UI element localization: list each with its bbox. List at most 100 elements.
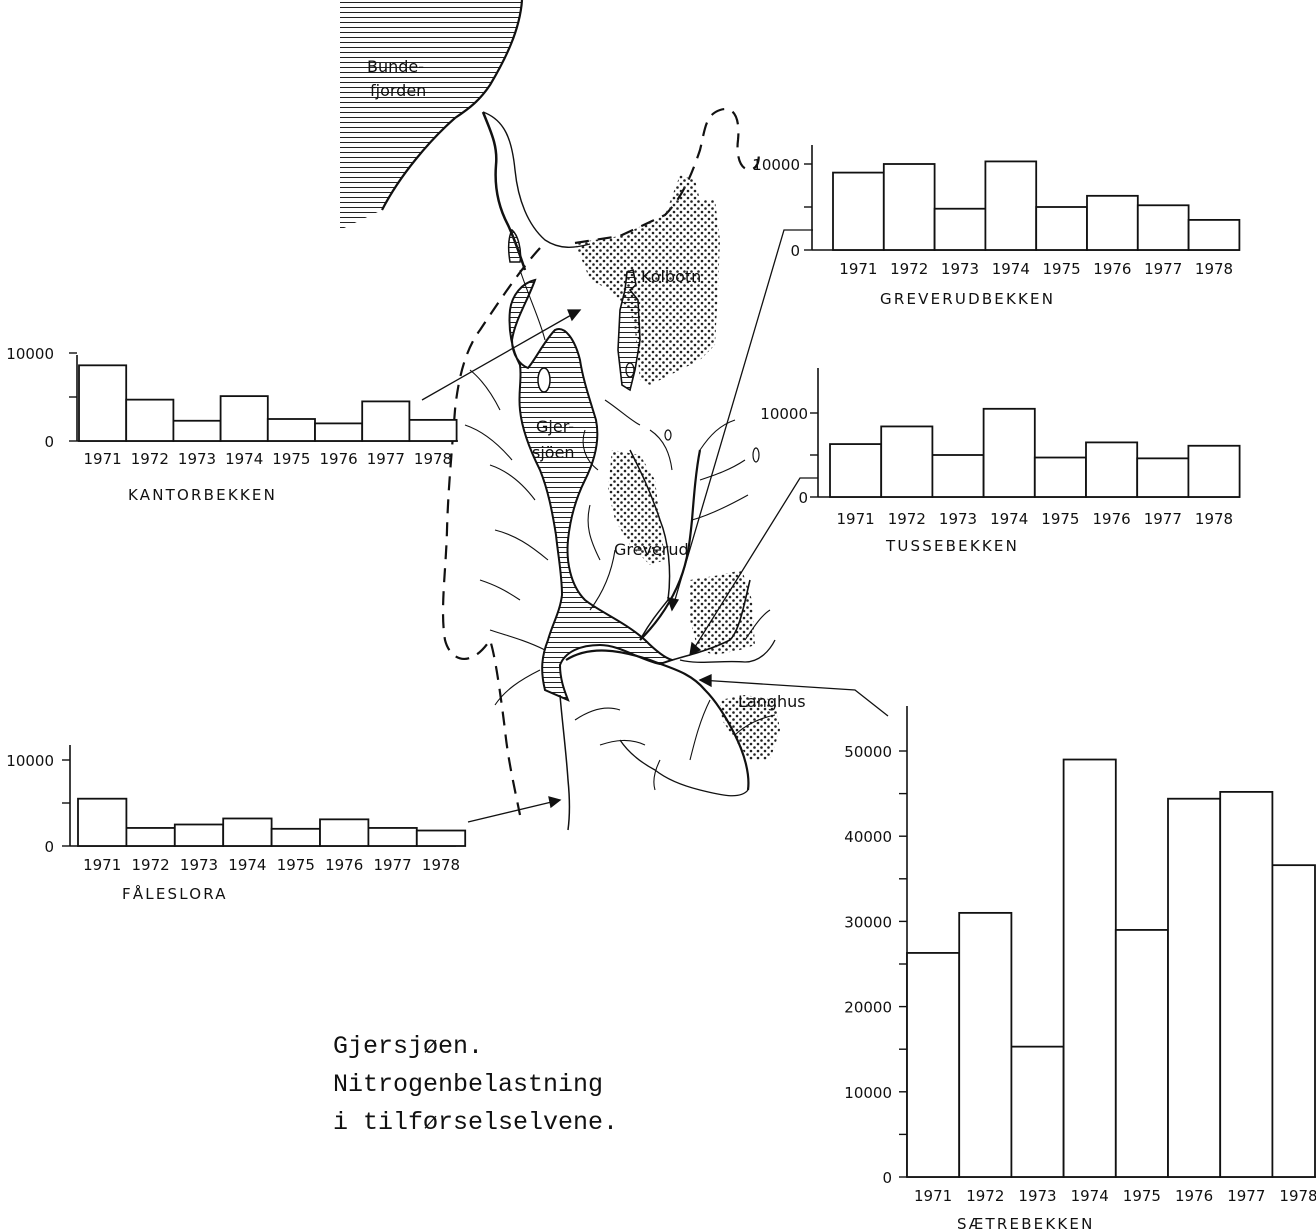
x-tick-label: 1975 [1043,260,1081,278]
y-tick-label: 0 [790,242,800,260]
x-tick-label: 1971 [837,510,875,528]
y-tick-label: 10000 [752,156,800,174]
bar-1978 [1187,218,1241,251]
caption-line: Nitrogenbelastning [333,1070,604,1099]
x-tick-label: 1973 [941,260,979,278]
y-tick-label: 0 [882,1169,892,1187]
bar-1975 [1033,456,1087,498]
y-tick-label: 10000 [844,1084,892,1102]
x-tick-label: 1974 [228,856,266,874]
x-tick-label: 1977 [1144,260,1182,278]
watershed-map: Bunde- fjorden Kolbotn Gjer- sjöen Greve… [340,0,889,831]
bar-1975 [266,418,316,442]
langhus-urban-area [720,695,780,760]
chart-title: TUSSEBEKKEN [885,537,1019,555]
tussebekken-pointer [689,477,818,656]
bar-1978 [1271,864,1316,1178]
x-tick-label: 1973 [939,510,977,528]
kolbotn-urban-area [575,175,720,385]
bar-1971 [906,952,961,1178]
x-tick-label: 1978 [414,450,452,468]
x-tick-label: 1976 [325,856,363,874]
faleslora-stream [559,694,571,831]
bar-1976 [1085,441,1139,498]
chart-greverudbekken: 0 10000 1971 1972 1973 1974 1975 1976 1977 1978 GR… [752,145,1241,308]
bundefjorden-label: Bunde- [367,57,424,76]
bar-1973 [933,207,987,251]
bar-1977 [1136,457,1190,498]
fjord-shoreline [381,0,524,211]
bar-1976 [1086,194,1139,251]
x-tick-label: 1974 [225,450,263,468]
x-tick-label: 1974 [1071,1187,1109,1205]
bar-1972 [880,425,934,498]
x-tick-label: 1972 [132,856,170,874]
y-tick-label: 30000 [844,913,892,931]
bar-1973 [1010,1045,1065,1178]
bar-1974 [1062,758,1117,1178]
y-tick-label: 10000 [6,345,54,363]
bar-1974 [222,817,273,847]
bar-1976 [314,422,364,442]
nitrogen-charts: 0 10000 1971 1972 1973 1974 1975 1976 1977 1978 KA… [6,145,1316,1231]
x-tick-label: 1972 [888,510,926,528]
chart-tussebekken: 0 10000 1971 1972 1973 1974 1975 1976 1977 1978 TU… [760,368,1241,555]
bar-1972 [125,398,175,442]
x-tick-label: 1975 [272,450,310,468]
x-tick-label: 1974 [990,510,1028,528]
x-tick-label: 1971 [83,856,121,874]
bar-1972 [882,163,936,251]
bar-1975 [1114,929,1169,1178]
bundefjorden-label: fjorden [370,81,426,100]
y-tick-label: 10000 [6,752,54,770]
x-tick-label: 1971 [914,1187,952,1205]
bar-1977 [1136,204,1190,251]
x-tick-label: 1975 [1123,1187,1161,1205]
x-tick-label: 1971 [839,260,877,278]
bar-1977 [1219,790,1274,1178]
bar-1978 [415,829,467,847]
x-tick-label: 1977 [1227,1187,1265,1205]
bar-1972 [125,827,176,847]
bar-1976 [1167,797,1222,1178]
greverud-label: Greverud [614,540,689,559]
x-tick-label: 1971 [84,450,122,468]
x-tick-label: 1973 [178,450,216,468]
langhus-label: Langhus [738,692,806,711]
chart-fleslora: 0 10000 1971 1972 1973 1974 1975 1976 1977 1978 FÅ… [6,745,467,903]
caption-line: Gjersjøen. [333,1032,484,1061]
chart-kantorbekken: 0 10000 1971 1972 1973 1974 1975 1976 1977 1978 KA… [6,345,458,504]
bar-1971 [829,443,883,498]
x-tick-label: 1976 [1093,260,1131,278]
greverud-urban-area [608,450,665,565]
bar-1973 [173,823,225,847]
bar-1972 [958,911,1013,1178]
bar-1974 [219,395,269,442]
greverudbekken-pointer [671,229,813,611]
x-tick-label: 1972 [966,1187,1004,1205]
greverudbekken-stream [639,449,702,641]
x-tick-label: 1977 [374,856,412,874]
x-tick-label: 1977 [1144,510,1182,528]
x-tick-label: 1978 [1279,1187,1316,1205]
bar-1974 [982,407,1036,498]
gjersjoen-label: sjöen [532,443,575,462]
x-tick-label: 1978 [1195,510,1233,528]
y-tick-label: 50000 [844,743,892,761]
bar-1975 [270,827,321,847]
bar-1974 [984,160,1038,251]
x-tick-label: 1975 [1041,510,1079,528]
x-tick-label: 1976 [320,450,358,468]
x-tick-label: 1976 [1175,1187,1213,1205]
faleslora-pointer [467,799,561,823]
x-tick-label: 1972 [890,260,928,278]
x-tick-label: 1973 [180,856,218,874]
bar-1971 [77,797,128,847]
bar-1971 [832,171,885,251]
y-tick-label: 40000 [844,828,892,846]
x-tick-label: 1974 [992,260,1030,278]
bar-1977 [361,400,411,442]
chart-title: KANTORBEKKEN [128,486,277,504]
bar-1976 [319,818,370,847]
y-tick-label: 20000 [844,999,892,1017]
